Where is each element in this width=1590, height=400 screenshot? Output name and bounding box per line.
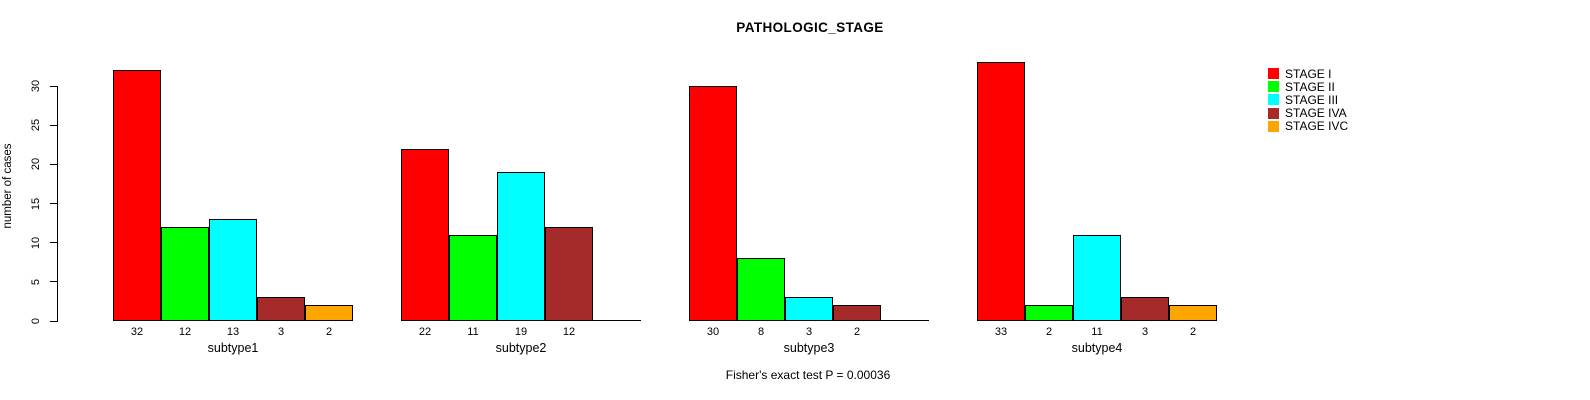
- legend: STAGE I STAGE II STAGE III STAGE IVA STAGE I…: [1268, 67, 1348, 133]
- bar-subtype3-stage-ii: [737, 258, 785, 321]
- legend-swatch-icon: [1268, 94, 1279, 106]
- bar-value-label: 33: [994, 326, 1008, 338]
- bar-value-label: 32: [130, 326, 144, 338]
- bar-value-label: 2: [1045, 326, 1053, 338]
- bar-subtype4-stage-ivc: [1169, 305, 1217, 321]
- bar-subtype1-stage-iii: [209, 219, 257, 321]
- bar-value-label: 11: [1091, 326, 1103, 338]
- bar-value-label: 2: [325, 326, 333, 338]
- bar-subtype1-stage-iva: [257, 297, 305, 321]
- x-axis-group-label: subtype4: [1071, 341, 1123, 355]
- y-axis-label: number of cases: [2, 143, 14, 229]
- y-tick-label: 30: [30, 79, 42, 93]
- legend-row: STAGE II: [1268, 80, 1348, 93]
- chart-title: PATHOLOGIC_STAGE: [736, 20, 884, 35]
- legend-swatch-icon: [1268, 68, 1279, 80]
- y-tick-mark: [50, 163, 57, 165]
- bar-subtype3-stage-i: [689, 86, 737, 321]
- bar-value-label: 13: [226, 326, 240, 338]
- bar-value-label: 12: [562, 326, 576, 338]
- y-tick-mark: [50, 281, 57, 283]
- y-tick-mark: [50, 124, 57, 126]
- bar-subtype2-stage-iii: [497, 172, 545, 321]
- legend-row: STAGE IVA: [1268, 107, 1348, 120]
- legend-label: STAGE IVA: [1285, 106, 1347, 121]
- bar-subtype3-stage-iii: [785, 297, 833, 321]
- legend-row: STAGE I: [1268, 67, 1348, 80]
- bar-subtype1-stage-i: [113, 70, 161, 321]
- bar-subtype4-stage-iva: [1121, 297, 1169, 321]
- bar-subtype2-stage-i: [401, 149, 449, 321]
- y-tick-label: 25: [30, 119, 42, 132]
- bar-subtype1-stage-ivc: [305, 305, 353, 321]
- legend-label: STAGE II: [1285, 79, 1335, 94]
- bar-subtype3-stage-iva: [833, 305, 881, 321]
- bar-value-label: 12: [178, 326, 192, 338]
- panel-subtype2: 22 11 19 12 subtype2: [401, 0, 641, 355]
- legend-swatch-icon: [1268, 81, 1279, 93]
- bar-value-label: 19: [514, 326, 528, 338]
- y-tick-mark: [50, 320, 57, 322]
- x-axis-group-label: subtype2: [495, 341, 547, 355]
- bar-value-label: 3: [1141, 326, 1149, 338]
- legend-row: STAGE IVC: [1268, 120, 1348, 133]
- y-tick-label: 15: [30, 197, 42, 210]
- bar-subtype4-stage-i: [977, 62, 1025, 321]
- x-axis-group-label: subtype1: [207, 341, 259, 355]
- bar-value-label: 30: [706, 326, 720, 338]
- legend-swatch-icon: [1268, 107, 1279, 119]
- y-axis-line: [57, 86, 58, 322]
- x-axis-group-label: subtype3: [783, 341, 835, 355]
- bar-subtype1-stage-ii: [161, 227, 209, 321]
- bar-value-label: 22: [418, 326, 432, 338]
- panel-subtype1: 32 12 13 3 2 subtype1: [113, 0, 353, 355]
- bar-value-label: 3: [805, 326, 813, 338]
- legend-row: STAGE III: [1268, 93, 1348, 106]
- bar-value-label: 8: [757, 326, 765, 338]
- bar-value-label: 2: [1189, 326, 1197, 338]
- y-tick-label: 20: [30, 158, 42, 171]
- bar-subtype2-stage-ii: [449, 235, 497, 321]
- y-tick-mark: [50, 85, 57, 87]
- bar-subtype4-stage-ii: [1025, 305, 1073, 321]
- bar-value-label: 3: [277, 326, 285, 338]
- bar-subtype2-stage-iva: [545, 227, 593, 321]
- legend-label: STAGE IVC: [1285, 119, 1349, 134]
- y-tick-mark: [50, 203, 57, 204]
- panel-subtype4: 33 2 11 3 2 subtype4: [977, 0, 1217, 355]
- y-tick-label: 5: [30, 278, 42, 285]
- legend-swatch-icon: [1268, 120, 1279, 132]
- legend-label: STAGE I: [1285, 66, 1332, 81]
- bar-subtype4-stage-iii: [1073, 235, 1121, 321]
- bar-value-label: 11: [467, 326, 479, 338]
- bar-value-label: 2: [853, 326, 861, 338]
- y-tick-label: 10: [30, 236, 42, 249]
- y-tick-mark: [50, 242, 57, 244]
- fisher-test-annotation: Fisher's exact test P = 0.00036: [725, 368, 891, 382]
- legend-label: STAGE III: [1285, 92, 1339, 107]
- y-tick-label: 0: [30, 317, 42, 325]
- panel-subtype3: 30 8 3 2 subtype3: [689, 0, 929, 355]
